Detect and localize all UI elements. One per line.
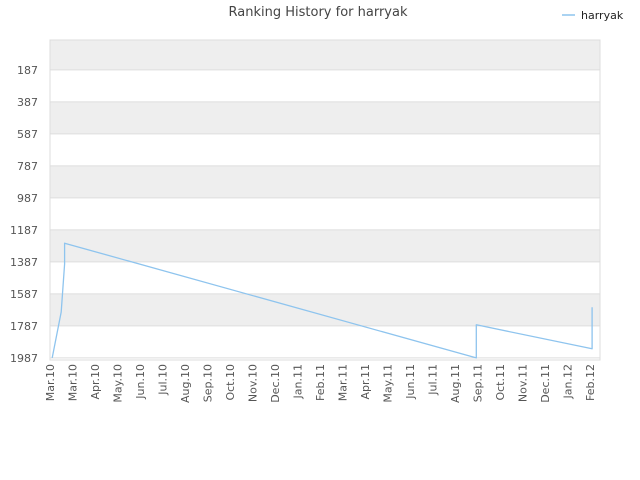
x-tick-label: Sep.10 [201, 364, 214, 402]
plot-band [50, 165, 600, 198]
x-tick-label: Feb.12 [584, 364, 597, 401]
x-tick-label: Jan.12 [561, 364, 574, 399]
y-tick-label: 787 [17, 160, 38, 173]
plot-band [50, 133, 600, 166]
x-tick-label: Dec.10 [269, 364, 282, 403]
x-tick-label: Oct.10 [224, 364, 237, 401]
x-tick-label: Dec.11 [539, 364, 552, 403]
plot-frame [49, 39, 601, 361]
chart-title: Ranking History for harryak [229, 5, 408, 20]
x-tick-label: Nov.10 [246, 364, 259, 402]
x-tick-label: May.11 [381, 364, 394, 403]
y-tick-label: 187 [17, 64, 38, 77]
y-tick-label: 387 [17, 96, 38, 109]
plot-band [50, 229, 600, 262]
gridlines [50, 69, 600, 359]
series-layer [51, 242, 593, 359]
x-tick-label: Apr.11 [359, 364, 372, 400]
x-tick-label: May.10 [111, 364, 124, 403]
plot-bands [49, 39, 601, 361]
y-tick-label: 1987 [10, 352, 38, 365]
x-tick-label: Aug.11 [449, 364, 462, 403]
plot-band [50, 197, 600, 230]
x-tick-label: Oct.11 [494, 364, 507, 401]
x-tick-label: Mar.11 [336, 364, 349, 401]
y-axis: 187 387 587 787 987 1187 1387 1587 1787 1987 [10, 64, 38, 365]
x-tick-label: Apr.10 [89, 364, 102, 400]
legend: harryak [562, 9, 624, 22]
x-tick-label: Mar.10 [66, 364, 79, 401]
y-tick-label: 1387 [10, 256, 38, 269]
x-tick-label: Nov.11 [516, 364, 529, 402]
y-tick-label: 587 [17, 128, 38, 141]
plot-band [50, 40, 600, 70]
x-axis: Mar.10 Mar.10 Apr.10 May.10 Jun.10 Jul.10 Aug.… [44, 364, 597, 403]
y-tick-label: 1587 [10, 288, 38, 301]
y-tick-label: 1187 [10, 224, 38, 237]
plot-band [50, 325, 600, 358]
x-tick-label: Mar.10 [44, 364, 57, 401]
x-tick-label: Sep.11 [471, 364, 484, 402]
x-tick-label: Jun.11 [404, 364, 417, 400]
plot-band [50, 101, 600, 134]
y-tick-label: 1787 [10, 320, 38, 333]
plot-band [50, 261, 600, 294]
plot-band [50, 293, 600, 326]
x-tick-label: Feb.11 [314, 364, 327, 401]
legend-label: harryak [581, 9, 624, 22]
x-tick-label: Jan.11 [291, 364, 304, 399]
y-tick-label: 987 [17, 192, 38, 205]
series-line-harryak [51, 242, 593, 359]
x-tick-label: Aug.10 [179, 364, 192, 403]
x-tick-label: Jun.10 [134, 364, 147, 400]
x-tick-label: Jul.11 [426, 364, 439, 396]
x-tick-label: Jul.10 [156, 364, 169, 396]
plot-band [50, 69, 600, 102]
